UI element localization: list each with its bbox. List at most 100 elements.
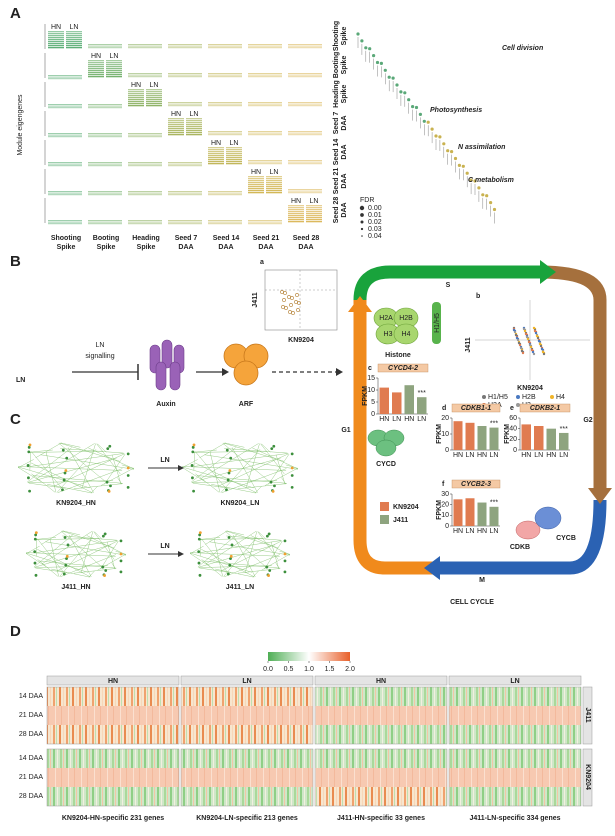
label: ARF — [239, 401, 254, 408]
label: CYCB — [556, 535, 576, 542]
module-stripe — [248, 182, 264, 184]
module-stripe — [288, 102, 322, 103]
module-stripe — [88, 72, 104, 74]
module-stripe — [106, 64, 122, 66]
module-stripe — [288, 132, 322, 134]
module-stripe — [168, 74, 202, 76]
network-node — [270, 447, 274, 451]
module-stripe — [288, 217, 304, 219]
module-stripe — [186, 132, 202, 134]
label: CDKB — [510, 544, 530, 551]
module-stripe — [66, 45, 82, 47]
scatter-dot — [295, 293, 299, 297]
module-stripe — [146, 93, 162, 95]
histone-sphere — [393, 323, 419, 345]
module-stripe — [288, 45, 322, 47]
module-stripe — [208, 132, 242, 134]
network-edge — [40, 454, 134, 470]
module-stripe — [266, 180, 282, 182]
network-edge — [49, 539, 59, 577]
label: S — [446, 282, 451, 289]
network-node — [119, 552, 123, 556]
network-node — [225, 488, 228, 492]
module-stripe — [306, 217, 322, 219]
network-edge — [100, 541, 119, 570]
module-stripe — [128, 95, 144, 97]
scatter-dot — [283, 291, 287, 295]
network-edge — [27, 447, 73, 483]
block-frame — [180, 748, 314, 807]
row-label: 21 DAA — [19, 774, 43, 781]
module-stripe — [208, 131, 242, 132]
network-edge — [225, 530, 278, 549]
label: e — [510, 405, 514, 412]
module-stripe — [288, 190, 322, 192]
module-stripe — [226, 155, 242, 157]
network-node — [229, 557, 232, 561]
block-frame — [46, 748, 180, 807]
legend-label: 0.04 — [368, 233, 382, 240]
network-node — [226, 572, 230, 576]
significance: *** — [490, 500, 498, 507]
module-stripe — [208, 102, 242, 103]
module-stripe — [128, 97, 144, 99]
network-node — [273, 484, 276, 488]
y-tick-label: 60 — [509, 415, 517, 422]
row-label: Seed 28 — [333, 197, 340, 224]
row-label: DAA — [341, 173, 348, 188]
network-node — [65, 557, 68, 561]
network-node — [64, 469, 68, 472]
heatmap-block — [315, 687, 447, 706]
network-edge — [198, 544, 276, 568]
x-tick-label: HN — [546, 452, 556, 459]
cycle-arrowhead — [424, 556, 440, 580]
row-label: Heading — [333, 80, 340, 108]
network-edge — [268, 454, 290, 485]
module-stripe — [266, 176, 282, 178]
x-tick-label: Seed 7 — [175, 235, 198, 242]
module-stripe — [248, 190, 264, 192]
label: G2 — [583, 417, 592, 424]
network-edge — [252, 447, 299, 470]
x-tick-label: LN — [559, 452, 568, 459]
row-label: Spike — [341, 27, 348, 46]
heatmap-block — [315, 749, 447, 768]
bar — [404, 385, 414, 414]
network-node — [62, 478, 66, 482]
legend-dot — [516, 395, 520, 399]
y-axis-label: FPKM — [362, 386, 369, 406]
row-label: 14 DAA — [19, 755, 43, 762]
label: LN — [160, 543, 169, 550]
scatter-dot — [534, 331, 538, 335]
significance: *** — [490, 420, 498, 427]
bar — [379, 387, 389, 414]
enrichment-dot — [453, 156, 458, 161]
module-stripe — [88, 66, 104, 68]
network-node — [228, 563, 232, 567]
heatmap-block — [47, 787, 179, 806]
network-node — [105, 480, 109, 484]
module-stripe — [168, 162, 202, 163]
legend-label: 0.01 — [368, 212, 382, 219]
label: J411 — [465, 337, 472, 352]
scatter-dot — [512, 328, 516, 332]
enrichment-dot — [383, 68, 387, 72]
x-tick-label: Spike — [137, 244, 156, 251]
module-stripe — [88, 194, 122, 196]
legend-swatch — [380, 502, 389, 511]
network-edge — [181, 467, 206, 482]
significance: *** — [418, 390, 426, 397]
heatmap-block — [449, 787, 581, 806]
label: HN — [291, 198, 301, 205]
bar — [392, 392, 402, 414]
module-stripe — [248, 223, 282, 225]
scatter-dot — [532, 352, 536, 356]
x-tick-label: Seed 14 — [213, 235, 240, 242]
module-stripe — [66, 37, 82, 39]
y-tick-label: 10 — [441, 512, 449, 519]
module-stripe — [168, 192, 202, 194]
y-tick-label: 0 — [371, 411, 375, 418]
heatmap-block — [47, 749, 179, 768]
network-edge — [60, 530, 104, 569]
